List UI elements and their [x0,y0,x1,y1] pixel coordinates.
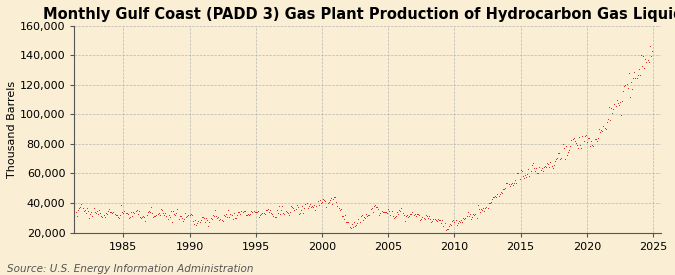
Text: Source: U.S. Energy Information Administration: Source: U.S. Energy Information Administ… [7,264,253,274]
Title: Monthly Gulf Coast (PADD 3) Gas Plant Production of Hydrocarbon Gas Liquids: Monthly Gulf Coast (PADD 3) Gas Plant Pr… [43,7,675,22]
Y-axis label: Thousand Barrels: Thousand Barrels [7,81,17,178]
